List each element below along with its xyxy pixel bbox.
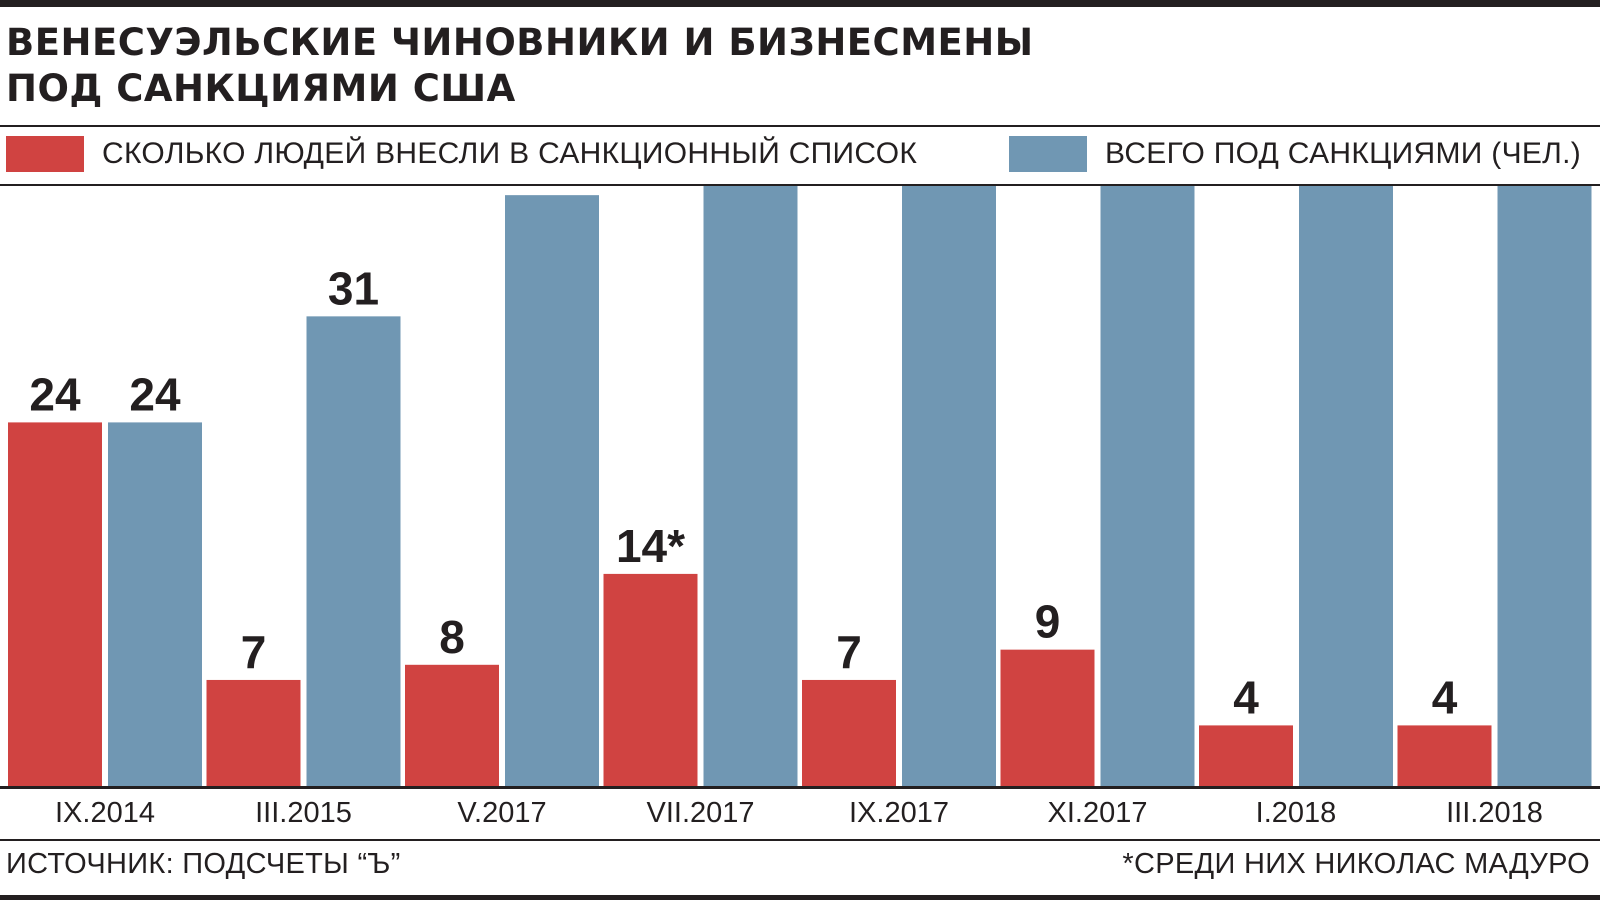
- bar-total-6: [1299, 186, 1393, 786]
- value-label-total-2: 39: [526, 186, 577, 193]
- footnote: *СРЕДИ НИХ НИКОЛАС МАДУРО: [1122, 848, 1590, 880]
- bar-added-0: [8, 422, 102, 786]
- bar-added-2: [405, 664, 499, 786]
- value-label-added-1: 7: [241, 626, 267, 678]
- value-label-added-0: 24: [29, 368, 81, 420]
- bar-total-0: [108, 422, 202, 786]
- bar-total-3: [703, 186, 798, 787]
- x-tick-label-4: IX.2017: [849, 797, 949, 829]
- x-tick-label-5: XI.2017: [1048, 797, 1148, 829]
- x-tick-label-3: VII.2017: [646, 797, 754, 829]
- x-axis-baseline: [0, 786, 1600, 789]
- bottom-rule: [0, 895, 1600, 900]
- bar-added-5: [1000, 649, 1095, 786]
- value-label-added-3: 14*: [616, 520, 685, 572]
- chart-title: ВЕНЕСУЭЛЬСКИЕ ЧИНОВНИКИ И БИЗНЕСМЕНЫ ПОД …: [6, 21, 1034, 110]
- bar-total-5: [1100, 186, 1195, 786]
- bar-total-1: [306, 316, 401, 786]
- x-tick-label-7: III.2018: [1446, 797, 1543, 829]
- value-label-total-1: 31: [328, 262, 379, 314]
- value-label-added-4: 7: [836, 626, 862, 678]
- legend-swatch-added: [6, 136, 84, 172]
- bar-added-7: [1397, 725, 1492, 786]
- legend-label-added: СКОЛЬКО ЛЮДЕЙ ВНЕСЛИ В САНКЦИОННЫЙ СПИСО…: [102, 137, 918, 170]
- top-rule: [0, 0, 1600, 7]
- legend-item-added: СКОЛЬКО ЛЮДЕЙ ВНЕСЛИ В САНКЦИОННЫЙ СПИСО…: [6, 136, 917, 172]
- value-label-added-2: 8: [439, 611, 465, 663]
- legend-top-rule: [0, 125, 1600, 127]
- bar-added-4: [802, 679, 896, 786]
- source-note: ИСТОЧНИК: ПОДСЧЕТЫ “Ъ”: [6, 848, 401, 880]
- x-tick-label-0: IX.2014: [55, 797, 155, 829]
- bar-added-3: [603, 573, 698, 786]
- value-label-added-6: 4: [1233, 671, 1259, 723]
- value-label-total-0: 24: [129, 368, 181, 420]
- legend-swatch-total: [1009, 136, 1087, 172]
- value-label-added-5: 9: [1035, 596, 1061, 648]
- bar-chart: 2424IX.2014731III.2015839V.201714*53VII.…: [0, 186, 1600, 829]
- x-tick-label-1: III.2015: [255, 797, 352, 829]
- legend-item-total: ВСЕГО ПОД САНКЦИЯМИ (ЧЕЛ.): [1009, 136, 1581, 172]
- bar-total-4: [902, 186, 996, 786]
- bar-added-1: [206, 679, 301, 786]
- value-label-added-7: 4: [1432, 671, 1458, 723]
- legend-bottom-rule: [0, 184, 1600, 186]
- footer-rule: [0, 839, 1600, 841]
- legend-label-total: ВСЕГО ПОД САНКЦИЯМИ (ЧЕЛ.): [1105, 137, 1582, 170]
- x-tick-label-6: I.2018: [1256, 797, 1337, 829]
- bar-total-2: [505, 195, 599, 786]
- bar-added-6: [1199, 725, 1293, 786]
- bar-total-7: [1497, 186, 1592, 787]
- x-tick-label-2: V.2017: [457, 797, 546, 829]
